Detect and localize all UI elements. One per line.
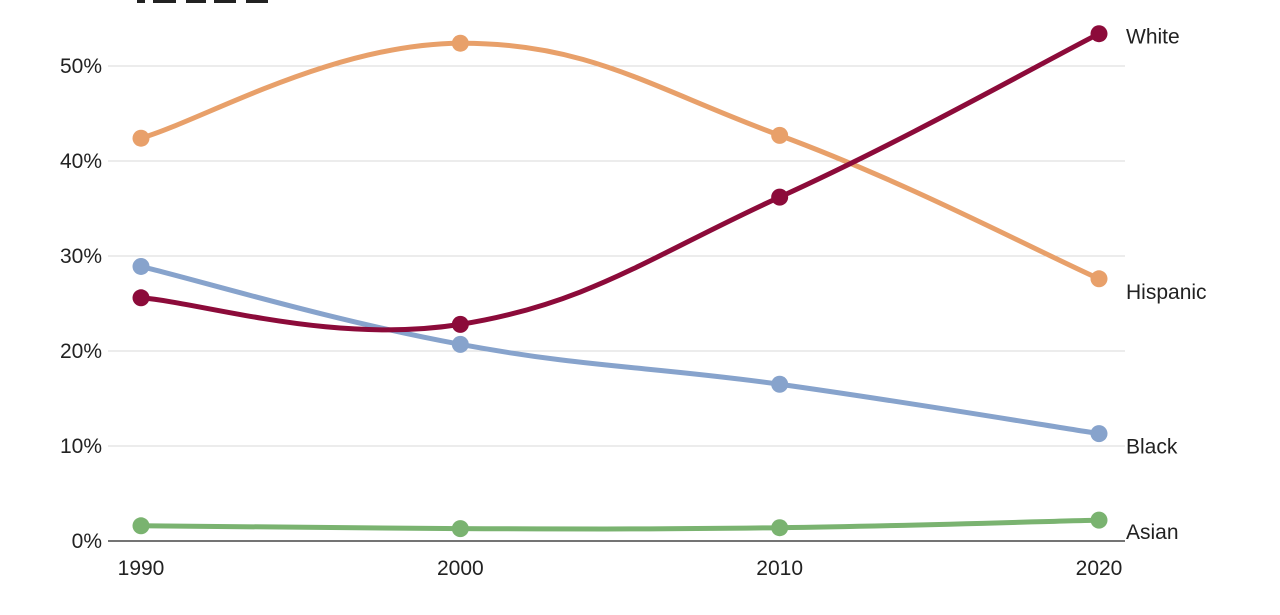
y-tick-label: 30% (60, 245, 102, 268)
point-asian-1990 (132, 517, 150, 535)
series-label-black: Black (1126, 436, 1178, 459)
y-tick-label: 50% (60, 55, 102, 78)
point-asian-2010 (771, 519, 789, 537)
series-labels: Black Asian Hispanic White (1126, 26, 1207, 544)
series-lines (132, 25, 1108, 538)
y-tick-label: 0% (72, 530, 102, 553)
point-hispanic-1990 (132, 129, 150, 147)
point-hispanic-2000 (451, 34, 469, 52)
y-axis-ticks: 0% 10% 20% 30% 40% 50% (60, 55, 102, 553)
y-tick-label: 20% (60, 340, 102, 363)
point-asian-2020 (1090, 511, 1108, 529)
series-label-asian: Asian (1126, 521, 1179, 544)
y-tick-label: 10% (60, 435, 102, 458)
point-asian-2000 (451, 520, 469, 538)
point-hispanic-2010 (771, 126, 789, 144)
point-black-1990 (132, 257, 150, 275)
point-white-2000 (451, 315, 469, 333)
gridlines (108, 65, 1125, 447)
x-axis-ticks: 1990 2000 2010 2020 (118, 557, 1123, 580)
point-black-2020 (1090, 425, 1108, 443)
cropped-title-fragment (137, 0, 268, 3)
series-line-white (138, 31, 1102, 333)
series-line-black (138, 263, 1102, 437)
series-label-white: White (1126, 26, 1180, 49)
x-tick-label: 2000 (437, 557, 484, 580)
x-tick-label: 2010 (756, 557, 803, 580)
point-black-2010 (771, 375, 789, 393)
x-tick-label: 1990 (118, 557, 165, 580)
series-label-hispanic: Hispanic (1126, 281, 1207, 304)
series-line-hispanic (138, 40, 1102, 282)
x-tick-label: 2020 (1076, 557, 1123, 580)
point-white-2020 (1090, 25, 1108, 43)
point-white-2010 (771, 188, 789, 206)
point-black-2000 (451, 335, 469, 353)
series-line-asian (138, 517, 1102, 532)
y-tick-label: 40% (60, 150, 102, 173)
point-hispanic-2020 (1090, 270, 1108, 288)
point-white-1990 (132, 289, 150, 307)
